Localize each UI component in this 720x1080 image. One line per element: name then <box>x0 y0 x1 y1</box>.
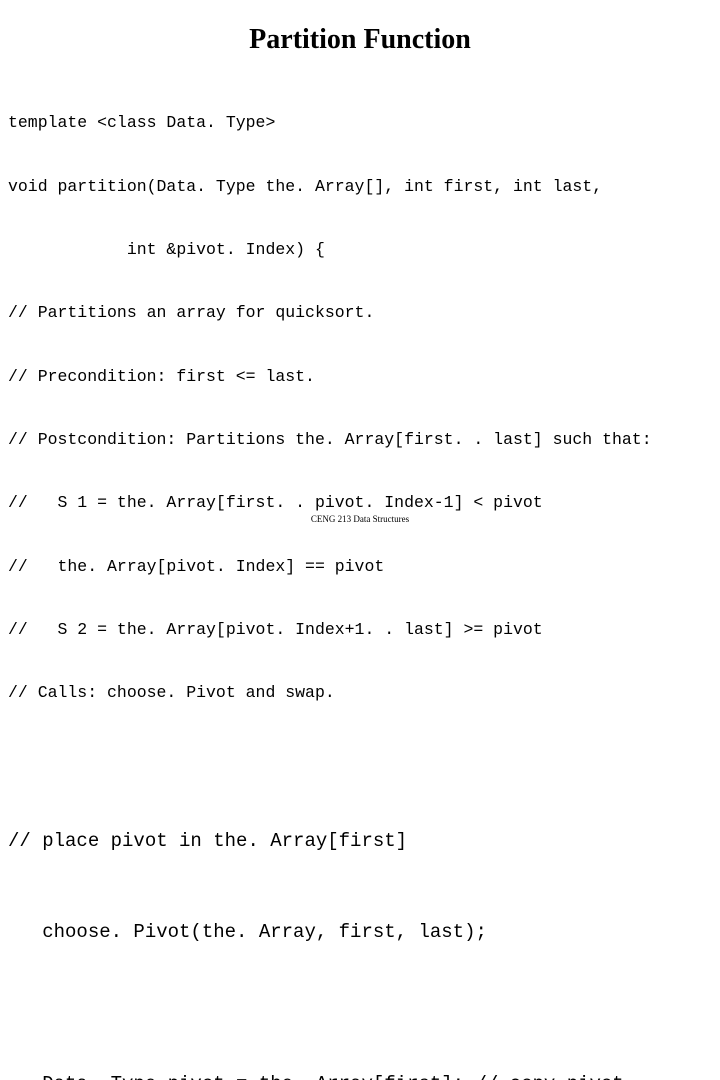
code-line: // Postcondition: Partitions the. Array[… <box>8 429 720 450</box>
code-line: // S 1 = the. Array[first. . pivot. Inde… <box>8 492 720 513</box>
code-line: // Precondition: first <= last. <box>8 366 720 387</box>
code-block-top: template <class Data. Type> void partiti… <box>0 70 720 746</box>
slide-title: Partition Function <box>0 24 720 56</box>
code-line: choose. Pivot(the. Array, first, last); <box>8 917 720 947</box>
code-line: // the. Array[pivot. Index] == pivot <box>8 556 720 577</box>
code-line: // place pivot in the. Array[first] <box>8 826 720 856</box>
code-line: // Partitions an array for quicksort. <box>8 302 720 323</box>
code-line: // Calls: choose. Pivot and swap. <box>8 682 720 703</box>
slide-container: Partition Function template <class Data.… <box>0 0 720 540</box>
code-line: void partition(Data. Type the. Array[], … <box>8 176 720 197</box>
code-line: template <class Data. Type> <box>8 112 720 133</box>
slide-footer: CENG 213 Data Structures <box>0 514 720 524</box>
code-line: int &pivot. Index) { <box>8 239 720 260</box>
code-line: Data. Type pivot = the. Array[first]; //… <box>8 1069 720 1080</box>
code-line: // S 2 = the. Array[pivot. Index+1. . la… <box>8 619 720 640</box>
code-block-bottom: // place pivot in the. Array[first] choo… <box>0 766 720 1080</box>
